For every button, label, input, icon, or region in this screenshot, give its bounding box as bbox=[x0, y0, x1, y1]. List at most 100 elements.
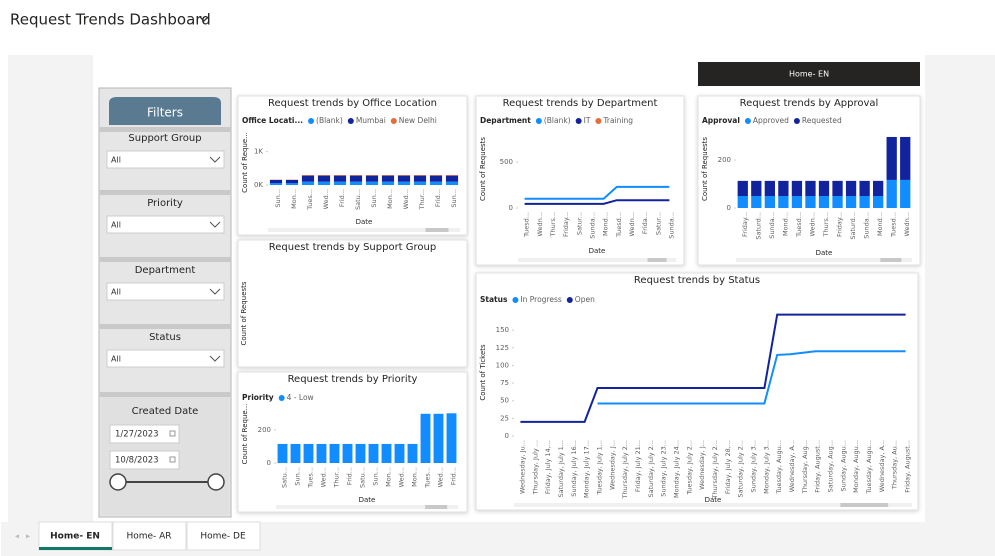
slicer-value[interactable]: All bbox=[111, 288, 121, 297]
date-input[interactable] bbox=[109, 424, 180, 444]
scrollbar-thumb[interactable] bbox=[647, 258, 667, 262]
nav-button-label[interactable]: Home- EN bbox=[789, 70, 829, 79]
bar-segment bbox=[285, 183, 299, 185]
top-bar bbox=[0, 0, 995, 48]
legend-label: (Blank) bbox=[544, 116, 571, 125]
bar-segment bbox=[269, 183, 283, 185]
bar-segment bbox=[381, 443, 392, 463]
bar-segment bbox=[445, 175, 459, 176]
x-tick-label: Frid... bbox=[434, 189, 442, 207]
bar-segment bbox=[446, 413, 457, 463]
slicer-dropdown[interactable] bbox=[106, 215, 225, 234]
x-tick-label: Mond... bbox=[781, 212, 789, 236]
legend-title: Office Locati... bbox=[242, 116, 303, 125]
date-slider-handle[interactable] bbox=[109, 473, 127, 491]
date-input[interactable] bbox=[109, 450, 180, 470]
slicer-value[interactable]: All bbox=[111, 355, 121, 364]
page-tab-label[interactable]: Home- DE bbox=[200, 532, 246, 542]
x-tick-label: Thurs... bbox=[822, 212, 830, 237]
scrollbar[interactable] bbox=[276, 505, 458, 509]
x-tick-label: Tuesd... bbox=[523, 212, 531, 238]
date-value[interactable]: 1/27/2023 bbox=[115, 430, 159, 440]
x-tick-label: Satur... bbox=[575, 212, 583, 235]
page-tab[interactable] bbox=[186, 521, 261, 551]
y-tick-label: 25 bbox=[500, 414, 509, 422]
x-tick-label: Thursday, Aug... bbox=[801, 440, 809, 494]
page-tab[interactable] bbox=[38, 521, 113, 551]
x-tick-label: Friday, August... bbox=[904, 440, 912, 493]
calendar-icon[interactable] bbox=[169, 456, 176, 463]
slicer-label: Status bbox=[149, 332, 181, 343]
bar-segment bbox=[413, 181, 427, 185]
page-tab-label[interactable]: Home- AR bbox=[126, 532, 171, 542]
x-tick-label: Thursday, July 2... bbox=[711, 440, 719, 499]
calendar-icon[interactable] bbox=[169, 430, 176, 437]
x-tick-label: Monday, July 3... bbox=[762, 440, 770, 494]
scrollbar[interactable] bbox=[736, 258, 912, 262]
bar-segment bbox=[737, 196, 748, 208]
legend-label: (Blank) bbox=[316, 116, 343, 125]
x-tick-label: Tues... bbox=[307, 467, 315, 489]
chart-title: Request trends by Department bbox=[503, 98, 658, 109]
tab-scroll-left[interactable]: ◂ bbox=[15, 532, 19, 541]
dropdown-chevron[interactable] bbox=[209, 355, 221, 362]
x-tick-label: Thursday, Au... bbox=[891, 440, 899, 490]
bar-segment bbox=[397, 175, 411, 176]
x-tick-label: Satu... bbox=[281, 467, 289, 488]
x-tick-label: Sun... bbox=[372, 467, 380, 486]
x-tick-label: Saturd... bbox=[754, 212, 762, 240]
bar-segment bbox=[818, 196, 830, 208]
nav-button[interactable] bbox=[698, 62, 920, 86]
x-tick-label: Sunday, July 3... bbox=[750, 440, 758, 493]
x-tick-label: Thur... bbox=[418, 189, 426, 210]
bar-segment bbox=[778, 180, 789, 196]
scrollbar-thumb[interactable] bbox=[425, 228, 449, 232]
chart-title: Request trends by Approval bbox=[740, 98, 879, 109]
scrollbar-thumb[interactable] bbox=[425, 505, 448, 509]
bar-segment bbox=[381, 175, 395, 182]
slicer-value[interactable]: All bbox=[111, 221, 121, 230]
scrollbar-thumb[interactable] bbox=[840, 503, 889, 507]
active-tab-underline bbox=[39, 547, 112, 550]
scrollbar-thumb[interactable] bbox=[880, 258, 902, 262]
bar-segment bbox=[413, 175, 427, 182]
legend-title: Priority bbox=[242, 393, 274, 402]
date-value[interactable]: 10/8/2023 bbox=[115, 456, 159, 466]
x-tick-label: Wednesday, J... bbox=[608, 440, 616, 490]
slicer-dropdown[interactable] bbox=[106, 349, 225, 368]
bar-segment bbox=[751, 180, 762, 196]
dropdown-chevron[interactable] bbox=[209, 221, 221, 228]
x-tick-label: Wedn... bbox=[628, 212, 636, 237]
scrollbar[interactable] bbox=[268, 228, 460, 232]
page-tab[interactable] bbox=[112, 521, 187, 551]
scrollbar[interactable] bbox=[514, 503, 912, 507]
bar-segment bbox=[429, 175, 443, 182]
scrollbar[interactable] bbox=[518, 258, 676, 262]
y-tick-label: 200 bbox=[258, 426, 271, 434]
date-slider-handle[interactable] bbox=[207, 473, 225, 491]
y-tick-label: 0 bbox=[727, 204, 731, 212]
bar-segment bbox=[845, 180, 857, 196]
x-tick-label: Sunday, July 23... bbox=[660, 440, 668, 497]
legend-marker bbox=[347, 118, 354, 124]
slicer-divider bbox=[99, 257, 231, 262]
x-tick-label: Sun... bbox=[450, 189, 458, 208]
bar-segment bbox=[368, 443, 379, 463]
slicer-value[interactable]: All bbox=[111, 156, 121, 165]
dropdown-chevron[interactable] bbox=[209, 156, 221, 163]
slicer-divider bbox=[99, 190, 231, 195]
legend-label: Requested bbox=[802, 116, 842, 125]
tab-scroll-right[interactable]: ▸ bbox=[26, 532, 30, 541]
slicer-dropdown[interactable] bbox=[106, 282, 225, 301]
x-tick-label: Sunda... bbox=[588, 212, 596, 239]
slicer-dropdown[interactable] bbox=[106, 150, 225, 169]
page-tab-label[interactable]: Home- EN bbox=[50, 532, 100, 542]
x-tick-label: Thursday, July 2... bbox=[621, 440, 629, 499]
legend-title: Department bbox=[480, 116, 531, 125]
x-tick-label: Wednesday, A... bbox=[788, 440, 796, 492]
x-tick-label: Wednesday, Ju... bbox=[518, 440, 526, 494]
title-chevron[interactable] bbox=[199, 16, 209, 22]
legend-marker bbox=[308, 118, 315, 124]
dropdown-chevron[interactable] bbox=[209, 288, 221, 295]
